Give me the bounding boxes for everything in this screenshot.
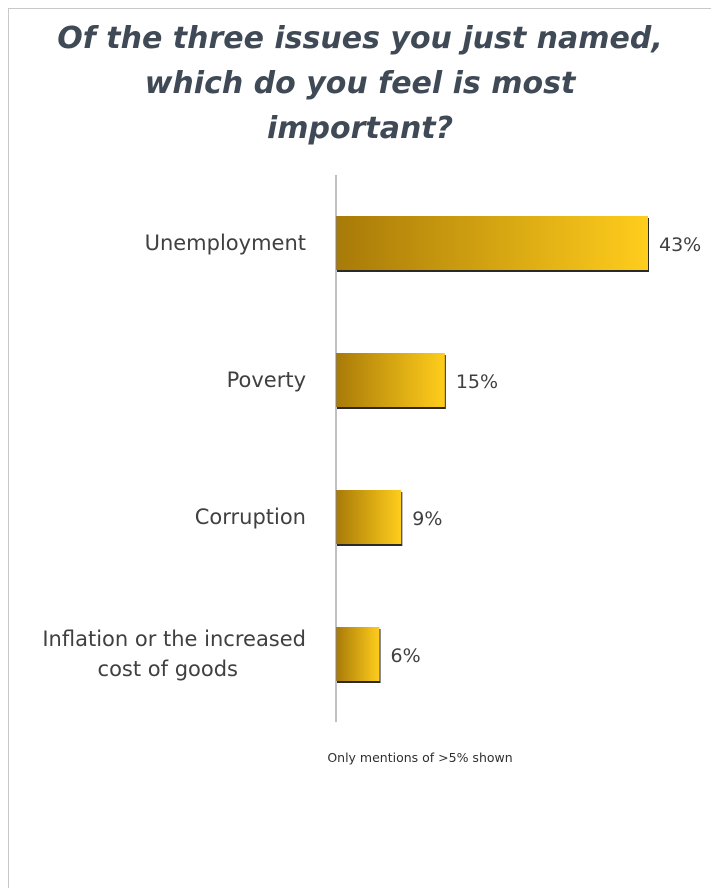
bar-inflation-or-the-increased-cost-of-goods — [336, 627, 380, 681]
chart-frame — [8, 8, 711, 888]
value-label-unemployment: 43% — [659, 234, 701, 256]
value-label-inflation-or-the-increased-cost-of-goods: 6% — [391, 645, 421, 667]
value-label-corruption: 9% — [412, 508, 442, 530]
value-label-poverty: 15% — [456, 371, 498, 393]
bar-poverty — [336, 353, 445, 407]
bar-unemployment — [336, 216, 648, 270]
category-label-unemployment: Unemployment — [145, 231, 306, 255]
category-label-inflation-or-the-increased-cost-of-goods: Inflation or the increased cost of goods — [42, 627, 306, 681]
chart-title: Of the three issues you just named, whic… — [57, 21, 663, 146]
footnote: Only mentions of >5% shown — [327, 750, 513, 765]
category-label-corruption: Corruption — [195, 505, 306, 529]
bar-corruption — [336, 490, 402, 544]
category-label-poverty: Poverty — [227, 368, 306, 392]
